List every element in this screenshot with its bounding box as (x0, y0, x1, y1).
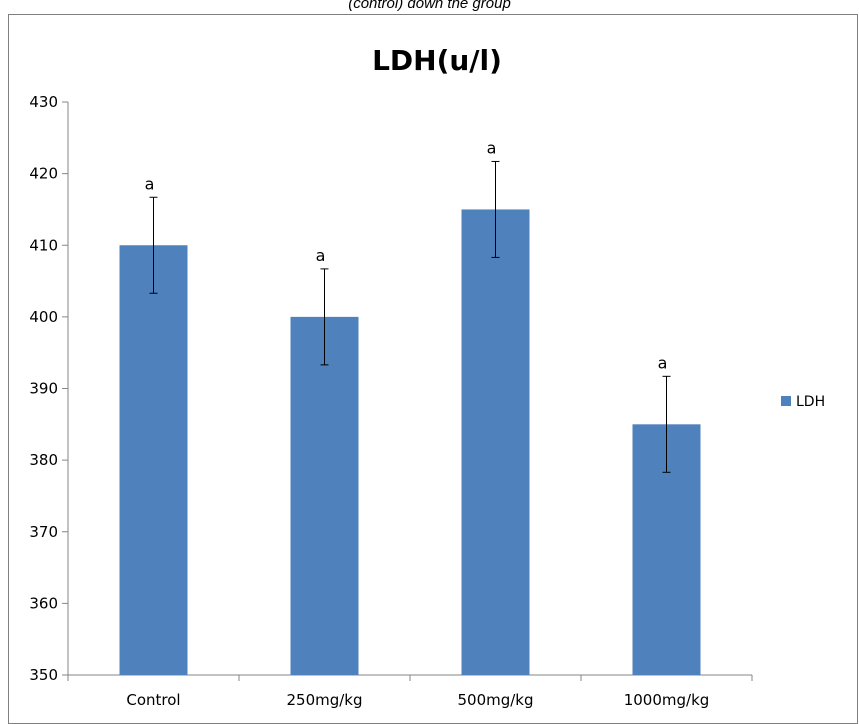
x-tick-label: 250mg/kg (286, 691, 362, 709)
axes: 350 360 370 380 390 400 410 420 430 Control 250mg/… (29, 93, 753, 709)
significance-label: a (145, 174, 155, 193)
y-tick-label: 360 (29, 594, 58, 612)
y-tick-label: 400 (29, 308, 58, 326)
y-tick-label: 420 (29, 165, 58, 183)
y-tick-label: 430 (29, 93, 58, 111)
figure-caption: (control) down the group (348, 0, 511, 12)
legend-label: LDH (796, 394, 825, 410)
x-tick-label: Control (126, 691, 180, 709)
y-tick-label: 410 (29, 236, 58, 254)
y-tick-label: 380 (29, 451, 58, 469)
y-tick-label: 350 (29, 666, 58, 684)
y-tick-label: 390 (29, 380, 58, 398)
bar-2 (290, 316, 359, 675)
bar-3 (461, 209, 530, 675)
legend-swatch (781, 396, 791, 406)
legend: LDH (781, 394, 825, 410)
y-tick-label: 370 (29, 523, 58, 541)
chart-title: LDH(u/l) (372, 44, 502, 77)
bar-1 (119, 245, 188, 675)
significance-label: a (487, 138, 497, 157)
x-tick-label: 1000mg/kg (624, 691, 710, 709)
x-tick-label: 500mg/kg (457, 691, 533, 709)
significance-label: a (316, 246, 326, 265)
significance-label: a (658, 353, 668, 372)
bars: a a a a (119, 138, 701, 675)
